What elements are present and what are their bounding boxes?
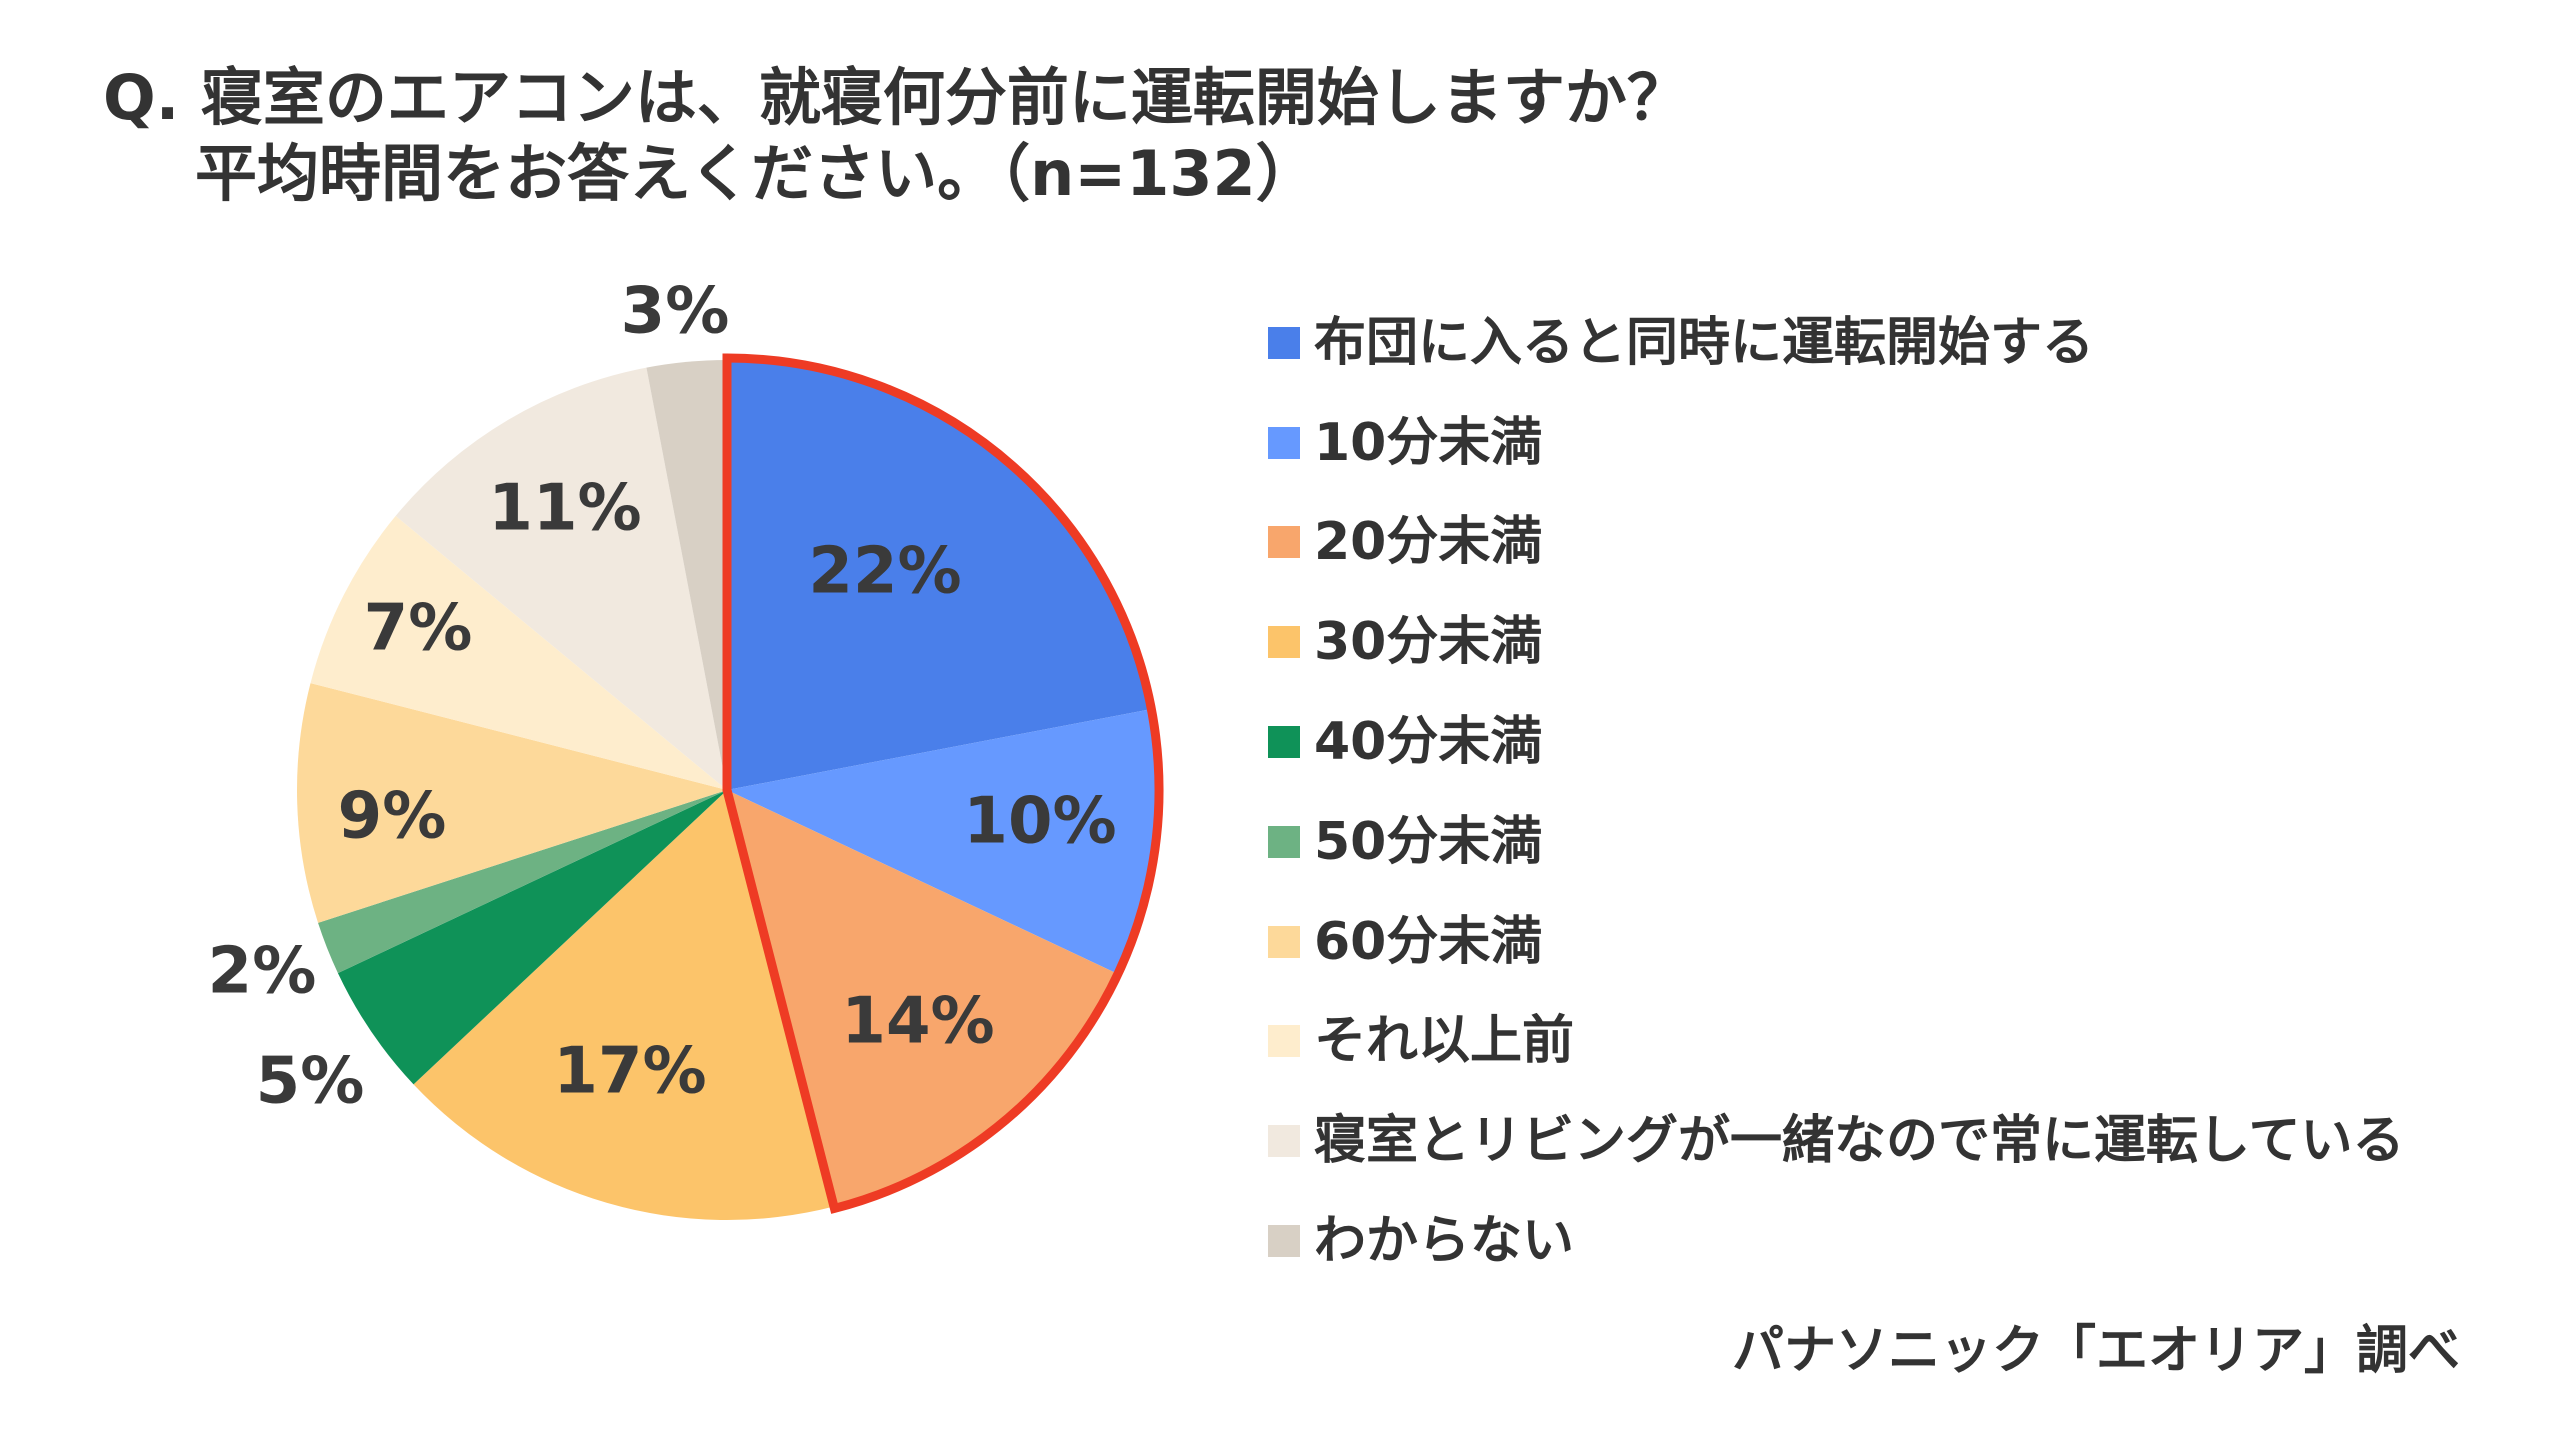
legend-item: 40分未満 [1268,692,2404,792]
legend-label: 布団に入ると同時に運転開始する [1314,312,2095,373]
legend-swatch [1268,1225,1300,1258]
source-note: パナソニック「エオリア」調べ [1731,1321,2460,1381]
legend-label: 寝室とリビングが一緒なので常に運転している [1314,1111,2405,1172]
slice-value-label: 14% [841,985,994,1059]
legend-label: 60分未満 [1314,911,1543,972]
legend-item: 寝室とリビングが一緒なので常に運転している [1268,1091,2404,1191]
legend-item: それ以上前 [1268,992,2404,1092]
legend-item: 20分未満 [1268,493,2404,593]
pie-slices [297,360,1157,1220]
legend-swatch [1268,925,1300,958]
slice-value-label: 9% [338,780,447,854]
legend-label: 30分未満 [1314,612,1543,673]
legend-swatch [1268,825,1300,858]
legend-item: 布団に入ると同時に運転開始する [1268,293,2404,393]
legend-swatch [1268,726,1300,759]
legend-swatch [1268,626,1300,659]
highlight-outline [722,353,1164,1214]
legend-label: それ以上前 [1314,1011,1575,1072]
legend-item: 50分未満 [1268,792,2404,892]
legend-swatch [1268,426,1300,459]
legend-label: 50分未満 [1314,811,1543,872]
pie-slice [395,367,727,790]
pie-labels: 22% 10% 14% 17% 5% 2% 9% 7%11% 3% [208,275,1117,1119]
slice-value-label: 3% [621,275,730,349]
chart-title-line1: Q. 寝室のエアコンは、就寝何分前に運転開始しますか？ [103,61,1689,134]
slice-value-label: 11% [488,472,641,546]
slice-value-label: 7% [364,592,473,666]
legend-item: 10分未満 [1268,393,2404,493]
pie-slice [413,790,834,1220]
pie-slice [646,360,727,790]
legend-label: 20分未満 [1314,512,1543,573]
legend-swatch [1268,326,1300,359]
legend-label: 10分未満 [1314,412,1543,473]
pie-slice [318,790,727,974]
legend-label: わからない [1314,1211,1575,1272]
legend-label: 40分未満 [1314,712,1543,773]
slice-value-label: 22% [808,535,961,609]
pie-slice [310,515,727,790]
slice-value-label: 17% [553,1035,706,1109]
pie-slice [727,790,1117,1207]
legend-item: わからない [1268,1191,2404,1291]
pie-slice [337,790,727,1085]
chart-title-line2: 平均時間をお答えください。（n=132） [195,137,1318,210]
legend-item: 60分未満 [1268,892,2404,992]
slice-value-label: 5% [256,1045,365,1119]
legend-item: 30分未満 [1268,592,2404,692]
legend-swatch [1268,526,1300,559]
legend-swatch [1268,1125,1300,1158]
pie-slice [297,683,727,923]
chart-title: Q. 寝室のエアコンは、就寝何分前に運転開始しますか？ 平均時間をお答えください… [103,60,1689,212]
slice-value-label: 10% [963,785,1116,859]
legend-swatch [1268,1025,1300,1058]
chart-legend: 布団に入ると同時に運転開始する 10分未満 20分未満 30分未満 40分未満 50分未満… [1268,293,2404,1291]
slice-value-label: 2% [208,935,317,1009]
pie-slice [727,709,1157,974]
pie-highlight [722,353,1164,1214]
pie-slice [727,360,1150,790]
